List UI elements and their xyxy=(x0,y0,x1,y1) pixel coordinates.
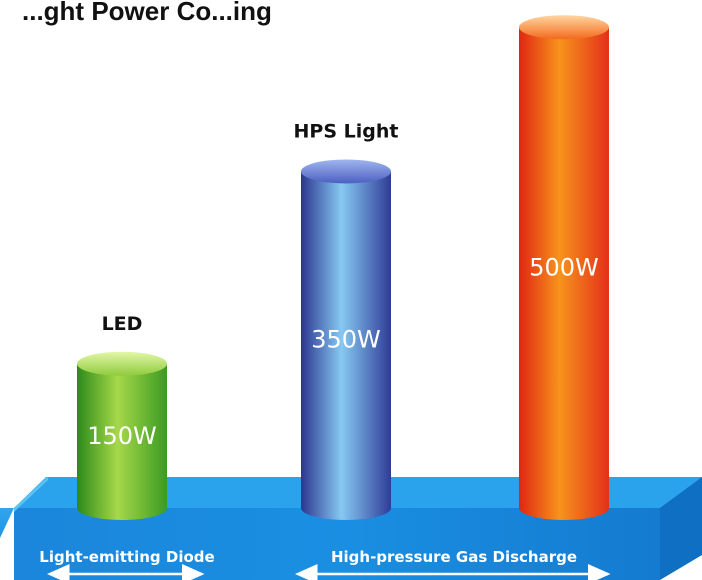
bar-hps: 350W HPS Light xyxy=(294,120,399,520)
bar-cap-mh xyxy=(519,15,609,40)
value-label-hps: 350W xyxy=(311,326,381,354)
chart-title: ...ght Power Co...ing xyxy=(22,0,272,26)
bar-cap-led xyxy=(77,351,167,376)
platform-side xyxy=(660,477,702,580)
bar-body-mh xyxy=(519,27,609,520)
bar-led: 150W LED xyxy=(77,313,167,520)
value-label-mh: 500W xyxy=(529,254,599,282)
bar-body-hps xyxy=(301,171,391,520)
category-label-led: LED xyxy=(102,313,143,335)
bar-body-led xyxy=(77,363,167,520)
platform-left-edge xyxy=(14,477,48,512)
bar-mh: 500W xyxy=(519,15,609,520)
group-label-gas: High-pressure Gas Discharge xyxy=(331,548,577,566)
bars: 150W LED 350W HPS Light 500W xyxy=(77,15,609,520)
bar-cap-hps xyxy=(301,159,391,184)
value-label-led: 150W xyxy=(87,422,157,450)
group-annotations: Light-emitting Diode High-pressure Gas D… xyxy=(39,548,611,580)
group-label-led: Light-emitting Diode xyxy=(39,548,214,566)
category-label-hps: HPS Light xyxy=(294,120,399,142)
